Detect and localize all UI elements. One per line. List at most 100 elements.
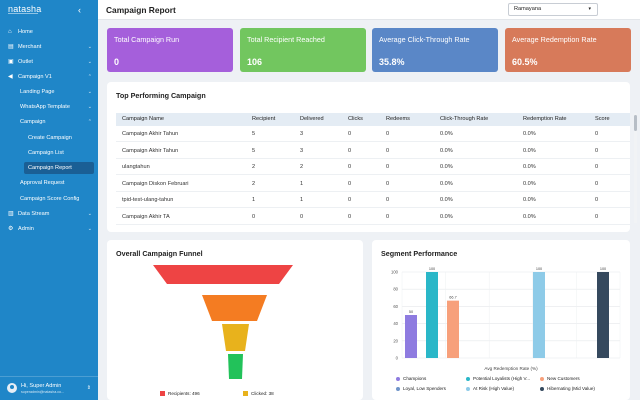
sidebar-item-data-stream[interactable]: ▥ Data Stream ⌄ <box>0 207 98 221</box>
merchant-select[interactable]: Ramayana ▾ <box>508 3 598 16</box>
sidebar-item-label: Home <box>18 29 33 35</box>
sidebar-item-whatsapp-template[interactable]: WhatsApp Template ⌄ <box>0 100 98 114</box>
table-row[interactable]: Campaign Akhir TA 0 0 0 0 0.0% 0.0% 0 <box>116 209 630 225</box>
table-row[interactable]: ulangtahun 2 2 0 0 0.0% 0.0% 0 <box>116 159 630 175</box>
table-cell: 0.0% <box>523 197 536 203</box>
table-scrollbar-thumb[interactable] <box>634 115 637 131</box>
sidebar-item-campaign-score-config[interactable]: Campaign Score Config <box>0 192 98 206</box>
funnel-chart <box>153 265 293 379</box>
user-profile[interactable]: Hi, Super Admin superadmin@natasha.co...… <box>0 376 98 400</box>
megaphone-icon: ◀ <box>8 73 13 80</box>
table-scrollbar[interactable] <box>634 113 637 223</box>
sidebar-item-campaign-v1[interactable]: ◀ Campaign V1 ⌃ <box>0 70 98 84</box>
table-cell: 3 <box>300 147 304 154</box>
sidebar-item-home[interactable]: ⌂ Home <box>0 25 98 39</box>
table-row[interactable]: tpid-test-ulang-tahun 1 1 0 0 0.0% 0.0% 0 <box>116 192 630 208</box>
funnel-legend-recipients[interactable]: Recipients: 496 <box>160 391 200 396</box>
collapse-sidebar-icon[interactable]: ‹ <box>78 5 81 15</box>
segment-legend-item[interactable]: Champions <box>396 376 426 381</box>
table-cell: 0 <box>348 197 352 203</box>
table-cell: 0 <box>348 147 352 154</box>
sidebar-item-label: Campaign V1 <box>18 74 52 80</box>
col-delivered[interactable]: Delivered <box>300 116 324 122</box>
table-cell: 0 <box>595 197 599 203</box>
admin-icon: ⚙ <box>8 225 14 232</box>
stat-card-avg-ctr: Average Click-Through Rate 35.8% <box>372 28 498 72</box>
brand-logo: natasha <box>8 4 42 14</box>
sidebar-item-label: Campaign List <box>28 150 64 156</box>
table-cell: 0 <box>595 147 599 154</box>
sidebar-item-outlet[interactable]: ▣ Outlet ⌄ <box>0 55 98 69</box>
col-score[interactable]: Score <box>595 116 610 122</box>
sidebar-item-admin[interactable]: ⚙ Admin ⌄ <box>0 222 98 236</box>
sidebar-item-campaign-list[interactable]: Campaign List <box>0 146 98 160</box>
table-row[interactable]: Campaign Akhir Tahun 5 3 0 0 0.0% 0.0% 0 <box>116 143 630 159</box>
chevron-down-icon: ⌄ <box>87 59 92 65</box>
table-cell: 1 <box>252 197 256 203</box>
table-cell: 0 <box>348 213 352 220</box>
table-cell: 0 <box>386 131 390 137</box>
segment-legend-label: Potential Loyalists (High V... <box>473 376 531 381</box>
segment-legend-item[interactable]: New Customers <box>540 376 580 381</box>
col-campaign-name[interactable]: Campaign Name <box>122 116 164 122</box>
table-cell: 0 <box>300 213 304 220</box>
user-name: Hi, Super Admin <box>21 383 62 389</box>
sidebar-item-merchant[interactable]: ▤ Merchant ⌄ <box>0 40 98 54</box>
sidebar-item-campaign-report[interactable]: Campaign Report <box>0 161 98 175</box>
sidebar-item-label: Admin <box>18 226 34 232</box>
table-cell: Campaign Diskon Februari <box>122 180 189 187</box>
bar[interactable] <box>405 315 417 358</box>
bar-data-label: 100 <box>600 267 606 271</box>
bar[interactable] <box>597 272 609 358</box>
table-cell: 0 <box>595 213 599 220</box>
col-redeems[interactable]: Redeems <box>386 116 410 122</box>
col-recipient[interactable]: Recipient <box>252 116 276 122</box>
table-row[interactable]: Campaign Diskon Februari 2 1 0 0 0.0% 0.0% 0 <box>116 176 630 192</box>
sidebar-item-campaign[interactable]: Campaign ⌃ <box>0 115 98 129</box>
funnel-legend-label: Clicked: 38 <box>251 391 274 396</box>
table-row[interactable]: Campaign Akhir Tahun 5 3 0 0 0.0% 0.0% 0 <box>116 126 630 142</box>
segment-legend-label: Hibernating (Mid Value) <box>547 386 595 391</box>
chevron-down-icon: ⌄ <box>87 89 92 95</box>
top-campaign-title: Top Performing Campaign <box>116 91 206 100</box>
segment-legend-item[interactable]: Hibernating (Mid Value) <box>540 386 595 391</box>
col-clicks[interactable]: Clicks <box>348 116 363 122</box>
segment-legend-item[interactable]: At Risk (High Value) <box>466 386 514 391</box>
table-cell: 0 <box>595 180 599 187</box>
legend-dot <box>396 386 400 391</box>
segment-legend-item[interactable]: Loyal, Low Spenders <box>396 386 446 391</box>
sidebar-item-label: Data Stream <box>18 211 50 217</box>
chevron-down-icon: ⌄ <box>87 104 92 110</box>
sidebar-item-label: Campaign Score Config <box>20 196 80 202</box>
funnel-legend-label: Recipients: 496 <box>168 391 200 396</box>
bar-data-label: 66.7 <box>449 296 456 300</box>
chevron-down-icon: ▾ <box>588 6 591 12</box>
chevron-updown-icon: ⇕ <box>86 385 91 391</box>
col-redemption-rate[interactable]: Redemption Rate <box>523 116 567 122</box>
sidebar-item-create-campaign[interactable]: Create Campaign <box>0 131 98 145</box>
bar[interactable] <box>426 272 438 358</box>
brand-underline <box>8 13 38 14</box>
bar[interactable] <box>533 272 545 358</box>
sidebar-item-landing-page[interactable]: Landing Page ⌄ <box>0 85 98 99</box>
y-tick-label: 60 <box>393 304 398 309</box>
col-ctr[interactable]: Click-Through Rate <box>440 116 489 122</box>
sidebar-item-approval-request[interactable]: Approval Request <box>0 176 98 190</box>
table-cell: 0 <box>348 131 352 137</box>
funnel-legend-clicked[interactable]: Clicked: 38 <box>243 391 274 396</box>
segment-title: Segment Performance <box>381 249 458 258</box>
table-cell: 2 <box>252 180 256 187</box>
segment-legend-label: New Customers <box>547 376 580 381</box>
legend-dot <box>466 386 470 391</box>
bar[interactable] <box>447 300 459 358</box>
active-item-highlight <box>24 162 94 174</box>
avatar <box>7 383 17 393</box>
table-cell: 0.0% <box>523 147 536 154</box>
funnel-stage-clicked <box>222 324 249 351</box>
table-cell: tpid-test-ulang-tahun <box>122 197 174 203</box>
table-cell: Campaign Akhir Tahun <box>122 131 179 137</box>
table-cell: 0 <box>386 197 390 203</box>
segment-legend-item[interactable]: Potential Loyalists (High V... <box>466 376 530 381</box>
segment-legend-label: Champions <box>403 376 427 381</box>
legend-dot <box>540 376 544 381</box>
